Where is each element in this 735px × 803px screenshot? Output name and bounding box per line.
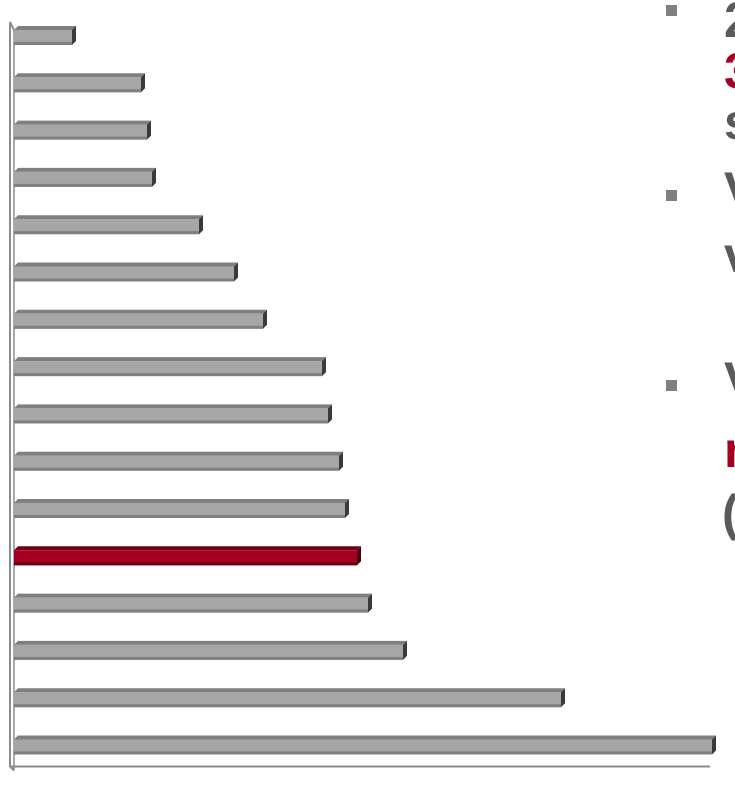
bar-4 (14, 167, 156, 187)
bullet-marker-1 (666, 5, 677, 16)
bar-15 (14, 688, 565, 708)
bar-4-bottom-edge (14, 183, 152, 187)
bar-7 (14, 309, 267, 329)
bullet-3-line-1: V (724, 355, 735, 405)
bar-14-side (403, 640, 407, 660)
bar-9-side (328, 404, 332, 424)
bar-3-face (14, 124, 147, 140)
bar-14-bottom-edge (14, 656, 403, 660)
bar-11-side (345, 499, 349, 518)
bar-7-bottom-edge (14, 325, 263, 329)
bar-1-face (14, 30, 72, 45)
bar-3-top (14, 120, 151, 125)
bar-13-top (14, 593, 372, 598)
bar-8 (14, 357, 326, 377)
bar-10 (14, 451, 343, 471)
bullet-3-line-2: n (724, 425, 735, 475)
bar-10-top (14, 451, 343, 456)
bar-4-top (14, 167, 156, 172)
bar-1-side (72, 26, 76, 45)
bar-9-face (14, 408, 328, 424)
bullet-2-line-1: V (724, 165, 735, 215)
bar-14 (14, 640, 407, 660)
bar-7-top (14, 309, 267, 314)
bar-13-side (368, 593, 372, 613)
bar-2-bottom-edge (14, 89, 141, 93)
bar-8-face (14, 361, 322, 377)
bar-5-bottom-edge (14, 231, 199, 235)
chart-bars (14, 26, 716, 755)
bar-12-side (357, 546, 361, 566)
bar-9 (14, 404, 332, 424)
bar-9-top (14, 404, 332, 409)
bullet-1-line-3: s (724, 97, 735, 147)
bar-10-bottom-edge (14, 467, 339, 471)
bar-5-face (14, 219, 199, 235)
bar-6 (14, 262, 238, 282)
bar-3-bottom-edge (14, 136, 147, 140)
bar-16-bottom-edge (14, 751, 712, 755)
bar-11 (14, 499, 349, 518)
bullet-marker-2 (666, 190, 677, 201)
bar-15-bottom-edge (14, 704, 561, 708)
bar-5-side (199, 215, 203, 235)
bar-12-top (14, 546, 361, 551)
bullet-3-line-3: ( (722, 488, 735, 538)
bar-4-face (14, 171, 152, 187)
bar-6-side (234, 262, 238, 282)
bar-2-top (14, 73, 145, 78)
bar-16-top (14, 735, 716, 740)
bar-16-side (712, 735, 716, 755)
bar-16-face (14, 739, 712, 755)
bar-5 (14, 215, 203, 235)
bar-10-face (14, 455, 339, 471)
bar-12-face (14, 550, 357, 566)
bar-11-bottom-edge (14, 515, 345, 518)
bar-13-face (14, 597, 368, 613)
bar-15-face (14, 692, 561, 708)
bar-8-top (14, 357, 326, 362)
bar-15-top (14, 688, 565, 693)
bar-2 (14, 73, 145, 93)
bullet-marker-3 (666, 380, 677, 391)
bar-11-top (14, 499, 349, 503)
bullet-1-line-2: 3 (724, 46, 735, 96)
bar-5-top (14, 215, 203, 220)
bar-6-bottom-edge (14, 278, 234, 282)
bar-4-side (152, 167, 156, 187)
bar-8-bottom-edge (14, 373, 322, 377)
bar-1 (14, 26, 76, 45)
bar-2-side (141, 73, 145, 93)
bar-9-bottom-edge (14, 420, 328, 424)
bar-14-top (14, 640, 407, 645)
bar-3-side (147, 120, 151, 140)
bullet-1-line-1: 2 (724, 0, 735, 45)
bar-13 (14, 593, 372, 613)
bar-2-face (14, 77, 141, 93)
bar-6-face (14, 266, 234, 282)
bar-7-face (14, 313, 263, 329)
bar-6-top (14, 262, 238, 267)
bar-13-bottom-edge (14, 609, 368, 613)
bar-16 (14, 735, 716, 755)
bar-15-side (561, 688, 565, 708)
bar-3 (14, 120, 151, 140)
bar-1-top (14, 26, 76, 30)
y-axis-line (9, 21, 15, 772)
bar-1-bottom-edge (14, 42, 72, 45)
bar-14-face (14, 644, 403, 660)
bar-8-side (322, 357, 326, 377)
bar-7-side (263, 309, 267, 329)
bar-11-face (14, 503, 345, 518)
bar-10-side (339, 451, 343, 471)
bar-12 (14, 546, 361, 566)
bar-12-bottom-edge (14, 562, 357, 566)
bullet-2-line-2: v (724, 230, 735, 280)
